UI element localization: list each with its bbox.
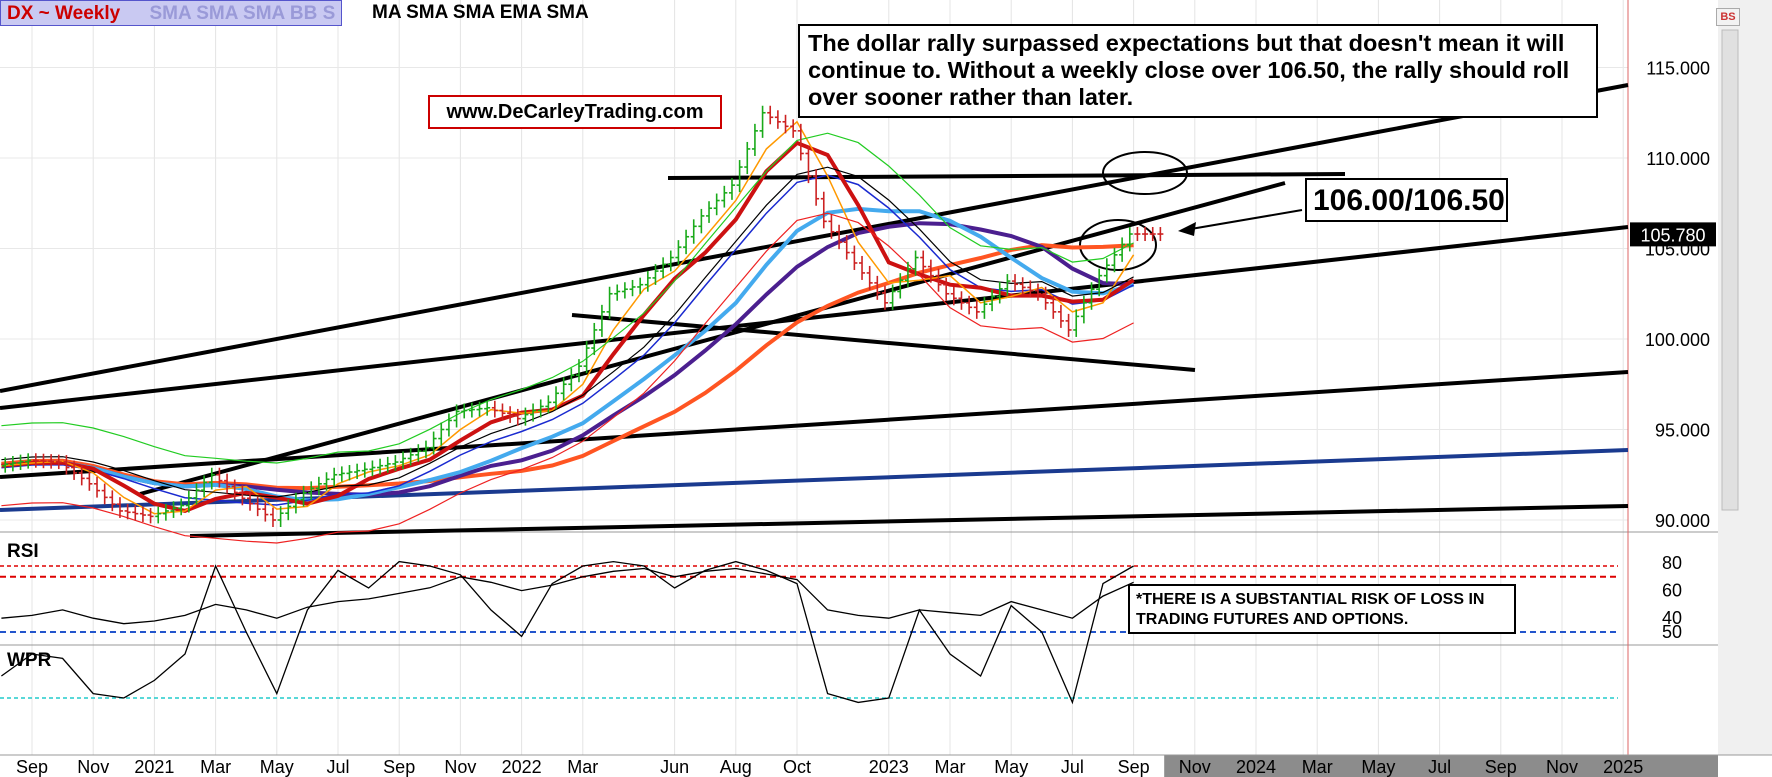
x-tick-label: Nov (444, 757, 476, 777)
wpr-tick-label: 50 (1662, 622, 1682, 642)
settings-glyph: BS (1720, 11, 1735, 23)
x-tick-label: Mar (1302, 757, 1333, 777)
x-tick-label: Aug (720, 757, 752, 777)
studies-label: MA SMA SMA EMA SMA (372, 2, 589, 24)
x-tick-label: Jul (1428, 757, 1451, 777)
commentary-box: The dollar rally surpassed expectations … (798, 24, 1598, 118)
x-tick-label: Sep (1485, 757, 1517, 777)
x-tick-label: Mar (935, 757, 966, 777)
level-text: 106.00/106.50 (1313, 184, 1505, 217)
x-tick-label: Sep (16, 757, 48, 777)
settings-icon[interactable]: BS (1716, 8, 1740, 26)
risk-box: *THERE IS A SUBSTANTIAL RISK OF LOSS IN … (1128, 584, 1516, 634)
commentary-text: The dollar rally surpassed expectations … (808, 30, 1569, 110)
x-tick-label: Jul (326, 757, 349, 777)
x-tick-label: 2022 (502, 757, 542, 777)
rsi-tick-label: 80 (1662, 553, 1682, 573)
x-tick-label: 2025 (1603, 757, 1643, 777)
symbol-label: DX ~ Weekly (7, 3, 120, 24)
studies-faded-label: SMA SMA SMA BB S (149, 3, 335, 24)
scroll-thumb (1722, 30, 1738, 510)
last-price-label: 105.780 (1640, 225, 1705, 245)
x-tick-label: 2023 (869, 757, 909, 777)
x-tick-label: Nov (1179, 757, 1211, 777)
x-tick-label: Mar (200, 757, 231, 777)
x-tick-label: Sep (383, 757, 415, 777)
website-text: www.DeCarleyTrading.com (446, 101, 703, 123)
price-tick-label: 90.000 (1655, 511, 1710, 531)
price-tick-label: 95.000 (1655, 421, 1710, 441)
x-tick-label: Jul (1061, 757, 1084, 777)
rsi-tick-label: 60 (1662, 581, 1682, 601)
x-tick-label: May (260, 757, 294, 777)
x-tick-label: Sep (1118, 757, 1150, 777)
x-tick-label: Oct (783, 757, 811, 777)
rsi-label: RSI (7, 541, 39, 562)
price-tick-label: 100.000 (1645, 330, 1710, 350)
x-tick-label: Jun (660, 757, 689, 777)
x-tick-label: Nov (1546, 757, 1578, 777)
website-box[interactable]: www.DeCarleyTrading.com (428, 95, 722, 129)
price-tick-label: 115.000 (1646, 59, 1710, 79)
x-tick-label: 2021 (134, 757, 174, 777)
x-tick-label: May (994, 757, 1028, 777)
x-tick-label: Mar (567, 757, 598, 777)
x-tick-label: May (1361, 757, 1395, 777)
x-tick-label: 2024 (1236, 757, 1276, 777)
price-tick-label: 110.000 (1646, 149, 1710, 169)
chart-title[interactable]: DX ~ Weekly SMA SMA SMA BB S (0, 0, 342, 26)
x-tick-label: Nov (77, 757, 109, 777)
level-box: 106.00/106.50 (1305, 178, 1508, 222)
risk-text: *THERE IS A SUBSTANTIAL RISK OF LOSS IN … (1136, 591, 1484, 628)
